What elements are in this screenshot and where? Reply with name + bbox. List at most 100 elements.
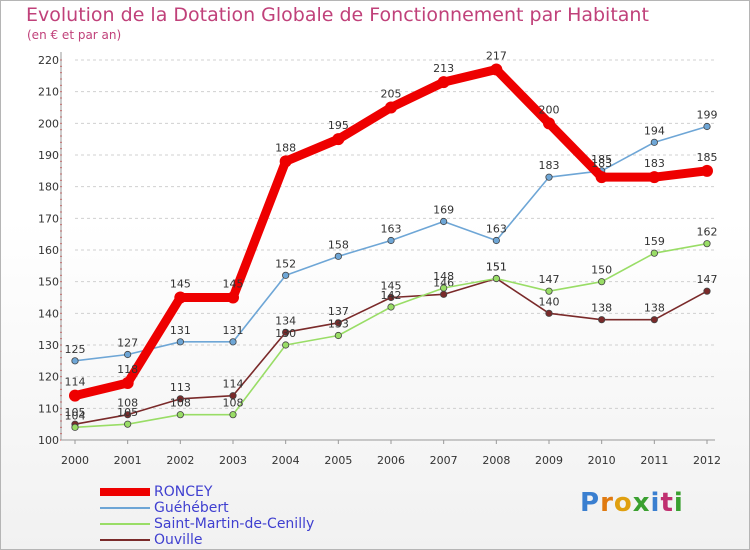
data-label: 104 (65, 409, 86, 422)
data-label: 213 (433, 62, 454, 75)
data-label: 138 (591, 302, 612, 315)
data-point (124, 411, 132, 419)
data-point (124, 350, 132, 359)
data-point (598, 278, 606, 286)
logo-letter: P (580, 488, 601, 518)
data-label: 108 (117, 397, 138, 410)
data-label: 138 (644, 302, 665, 315)
data-point (334, 331, 342, 340)
data-label: 133 (328, 318, 349, 331)
data-point (121, 377, 134, 389)
legend-item-roncey: RONCEY (100, 484, 314, 500)
legend-label-ouville: Ouville (154, 532, 203, 548)
data-point (703, 240, 711, 248)
data-point (545, 309, 553, 317)
data-label: 125 (65, 343, 86, 356)
y-tick-label: 130 (38, 339, 59, 352)
data-point (229, 392, 237, 400)
x-tick-label: 2002 (166, 454, 194, 467)
data-point (334, 319, 342, 327)
data-label: 148 (433, 270, 454, 283)
data-label: 195 (328, 119, 349, 132)
data-label: 131 (170, 324, 191, 337)
y-tick-label: 210 (38, 86, 59, 99)
data-label: 131 (223, 324, 244, 337)
data-point (282, 271, 290, 279)
y-tick-label: 200 (38, 117, 59, 130)
x-tick-label: 2010 (588, 454, 616, 467)
x-tick-label: 2005 (324, 454, 352, 467)
data-point (598, 316, 606, 324)
y-tick-label: 180 (38, 181, 59, 194)
data-point (648, 171, 661, 184)
y-tick-label: 220 (38, 54, 59, 67)
legend-label-roncey: RONCEY (154, 484, 213, 500)
data-point (71, 357, 79, 365)
data-point (387, 303, 395, 311)
data-point (124, 420, 132, 428)
data-point (543, 117, 555, 130)
data-label: 113 (170, 381, 191, 394)
legend-item-ouville: Ouville (100, 532, 314, 548)
data-label: 145 (381, 280, 402, 293)
legend-swatch-roncey (100, 488, 150, 496)
legend-item-saint-martin: Saint-Martin-de-Cenilly (100, 516, 314, 532)
data-point (387, 293, 395, 302)
data-label: 163 (381, 223, 402, 236)
data-label: 145 (223, 278, 244, 291)
data-label: 183 (644, 157, 665, 170)
data-label: 142 (381, 289, 402, 302)
legend-label-saint-martin: Saint-Martin-de-Cenilly (154, 516, 315, 532)
data-label: 114 (65, 376, 86, 389)
y-tick-label: 120 (38, 371, 59, 384)
x-tick-label: 2001 (114, 454, 142, 467)
data-point (492, 274, 500, 283)
data-label: 205 (381, 88, 402, 101)
data-point (650, 138, 658, 146)
data-point (650, 316, 658, 324)
y-tick-label: 110 (38, 402, 59, 415)
data-point (387, 236, 395, 245)
data-point (279, 155, 292, 168)
x-tick-label: 2012 (693, 454, 721, 467)
logo-letter: r (600, 488, 614, 518)
chart-title: Evolution de la Dotation Globale de Fonc… (26, 4, 649, 26)
data-label: 130 (275, 327, 296, 340)
data-label: 127 (117, 337, 138, 350)
data-point (69, 389, 81, 402)
data-label: 217 (486, 50, 507, 63)
data-label: 108 (170, 397, 191, 410)
y-tick-label: 190 (38, 149, 59, 162)
data-point (176, 395, 184, 403)
data-label: 150 (591, 264, 612, 277)
data-point (385, 101, 397, 114)
data-point (229, 338, 237, 346)
x-tick-label: 2003 (219, 454, 247, 467)
data-point (71, 423, 79, 431)
data-point (229, 411, 237, 419)
data-point (703, 122, 711, 131)
data-label: 183 (591, 157, 612, 170)
data-point (227, 291, 239, 304)
data-label: 151 (486, 261, 507, 274)
x-tick-label: 2011 (640, 454, 668, 467)
data-label: 188 (275, 141, 296, 154)
data-label: 162 (697, 226, 718, 239)
data-label: 147 (539, 273, 560, 286)
logo-letter: i (650, 488, 661, 518)
data-point (334, 252, 342, 260)
logo-letter: o (613, 488, 633, 518)
data-label: 169 (433, 204, 454, 217)
data-point (545, 173, 553, 181)
legend-label-guehebert: Guéhébert (154, 500, 229, 516)
chart-subtitle: (en € et par an) (27, 28, 122, 42)
y-tick-label: 140 (38, 307, 59, 320)
data-label: 145 (170, 278, 191, 291)
data-point (176, 411, 184, 419)
y-tick-label: 100 (38, 434, 59, 447)
data-label: 105 (117, 406, 138, 419)
data-point (174, 291, 187, 304)
data-label: 152 (275, 257, 296, 270)
legend-swatch-ouville (100, 539, 150, 541)
